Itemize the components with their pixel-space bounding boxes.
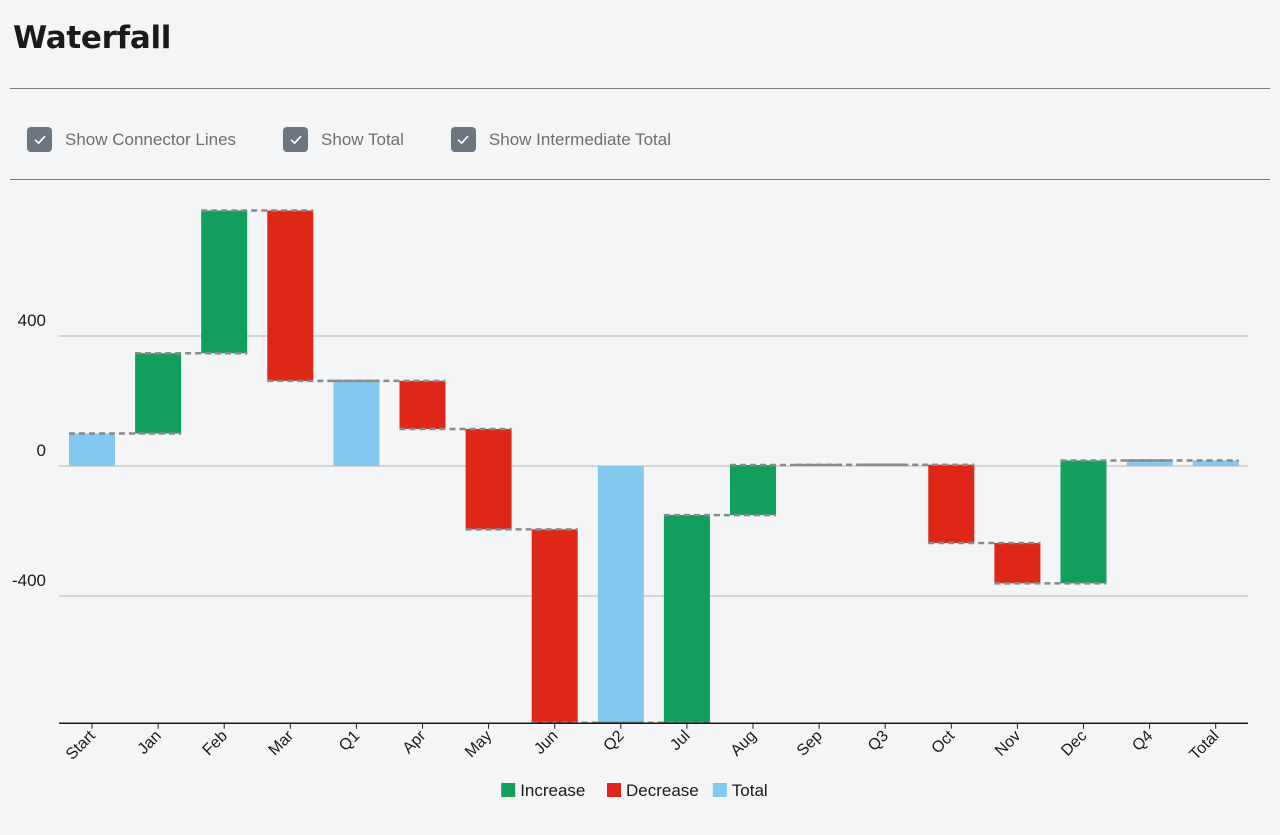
bar-mar [267, 210, 314, 381]
x-tick-label: May [462, 728, 495, 761]
chart-options: Show Connector Lines Show Total Show Int… [27, 126, 671, 153]
x-tick-label: Total [1187, 728, 1223, 764]
legend-swatch-total [712, 783, 727, 797]
y-axis-ticks: -400 0 400 [12, 311, 46, 590]
show-intermediate-total-label: Show Intermediate Total [488, 129, 671, 149]
bar-jan [135, 353, 182, 434]
bar-oct [928, 464, 975, 544]
show-total-checkbox[interactable] [283, 127, 309, 152]
options-divider [10, 179, 1270, 180]
show-connector-lines-label: Show Connector Lines [65, 129, 237, 149]
show-connector-lines-checkbox[interactable] [27, 127, 52, 152]
x-tick-label: Q2 [601, 727, 628, 754]
header-divider [10, 88, 1270, 89]
y-tick-label: -400 [12, 571, 46, 590]
bar-q2 [597, 466, 644, 723]
x-tick-label: Start [63, 727, 99, 763]
x-axis-ticks: Start Jan Feb Mar Q1 Apr May Jun Q2 Jul Aug Sep Q3 Oc… [63, 722, 1223, 764]
y-tick-label: 0 [37, 441, 46, 460]
bar-may [465, 428, 512, 530]
x-tick-label: Jun [531, 728, 561, 758]
x-tick-label: Aug [728, 728, 760, 760]
legend-label-decrease: Decrease [626, 781, 699, 800]
bar-apr [399, 380, 446, 429]
option-show-intermediate-total[interactable]: Show Intermediate Total [450, 127, 671, 152]
x-tick-label: Nov [992, 728, 1024, 760]
legend: Increase Decrease Total [501, 781, 768, 800]
checkmark-icon [458, 135, 469, 144]
legend-label-increase: Increase [520, 781, 585, 800]
x-tick-label: Sep [794, 727, 826, 759]
x-tick-label: Jul [667, 728, 693, 754]
connector-lines [69, 209, 1239, 724]
waterfall-chart: -400 0 400 Start Jan Feb Mar Q1 Apr May Jun Q2 Jul A… [12, 209, 1248, 800]
bar-q1 [333, 380, 380, 466]
bar-dec [1060, 460, 1107, 584]
checkmark-icon [34, 135, 45, 144]
bar-nov [994, 543, 1041, 584]
x-tick-label: Jan [135, 728, 165, 758]
grid-lines [59, 335, 1248, 597]
x-tick-label: Dec [1058, 728, 1090, 760]
bar-jul [663, 515, 710, 723]
legend-swatch-decrease [607, 783, 621, 797]
page-title: Waterfall [13, 20, 172, 56]
x-tick-label: Q3 [865, 727, 892, 754]
bar-jun [531, 529, 578, 723]
x-tick-label: Apr [400, 727, 430, 757]
bar-total [1192, 460, 1239, 466]
legend-swatch-increase [501, 783, 516, 797]
bar-q4 [1126, 460, 1173, 466]
x-tick-label: Oct [929, 727, 959, 757]
y-tick-label: 400 [18, 311, 46, 330]
x-tick-label: Mar [266, 727, 298, 759]
bar-aug [730, 465, 776, 516]
bars [69, 210, 1239, 723]
x-tick-label: Feb [200, 727, 232, 759]
legend-label-total: Total [732, 781, 768, 800]
option-show-connector-lines[interactable]: Show Connector Lines [27, 127, 236, 152]
bar-start [69, 433, 115, 466]
show-intermediate-total-checkbox[interactable] [450, 127, 476, 152]
x-tick-label: Q1 [336, 727, 363, 754]
checkmark-icon [290, 135, 301, 144]
show-total-label: Show Total [321, 129, 404, 149]
option-show-total[interactable]: Show Total [283, 127, 404, 152]
bar-feb [201, 210, 248, 354]
x-tick-label: Q4 [1129, 727, 1156, 754]
